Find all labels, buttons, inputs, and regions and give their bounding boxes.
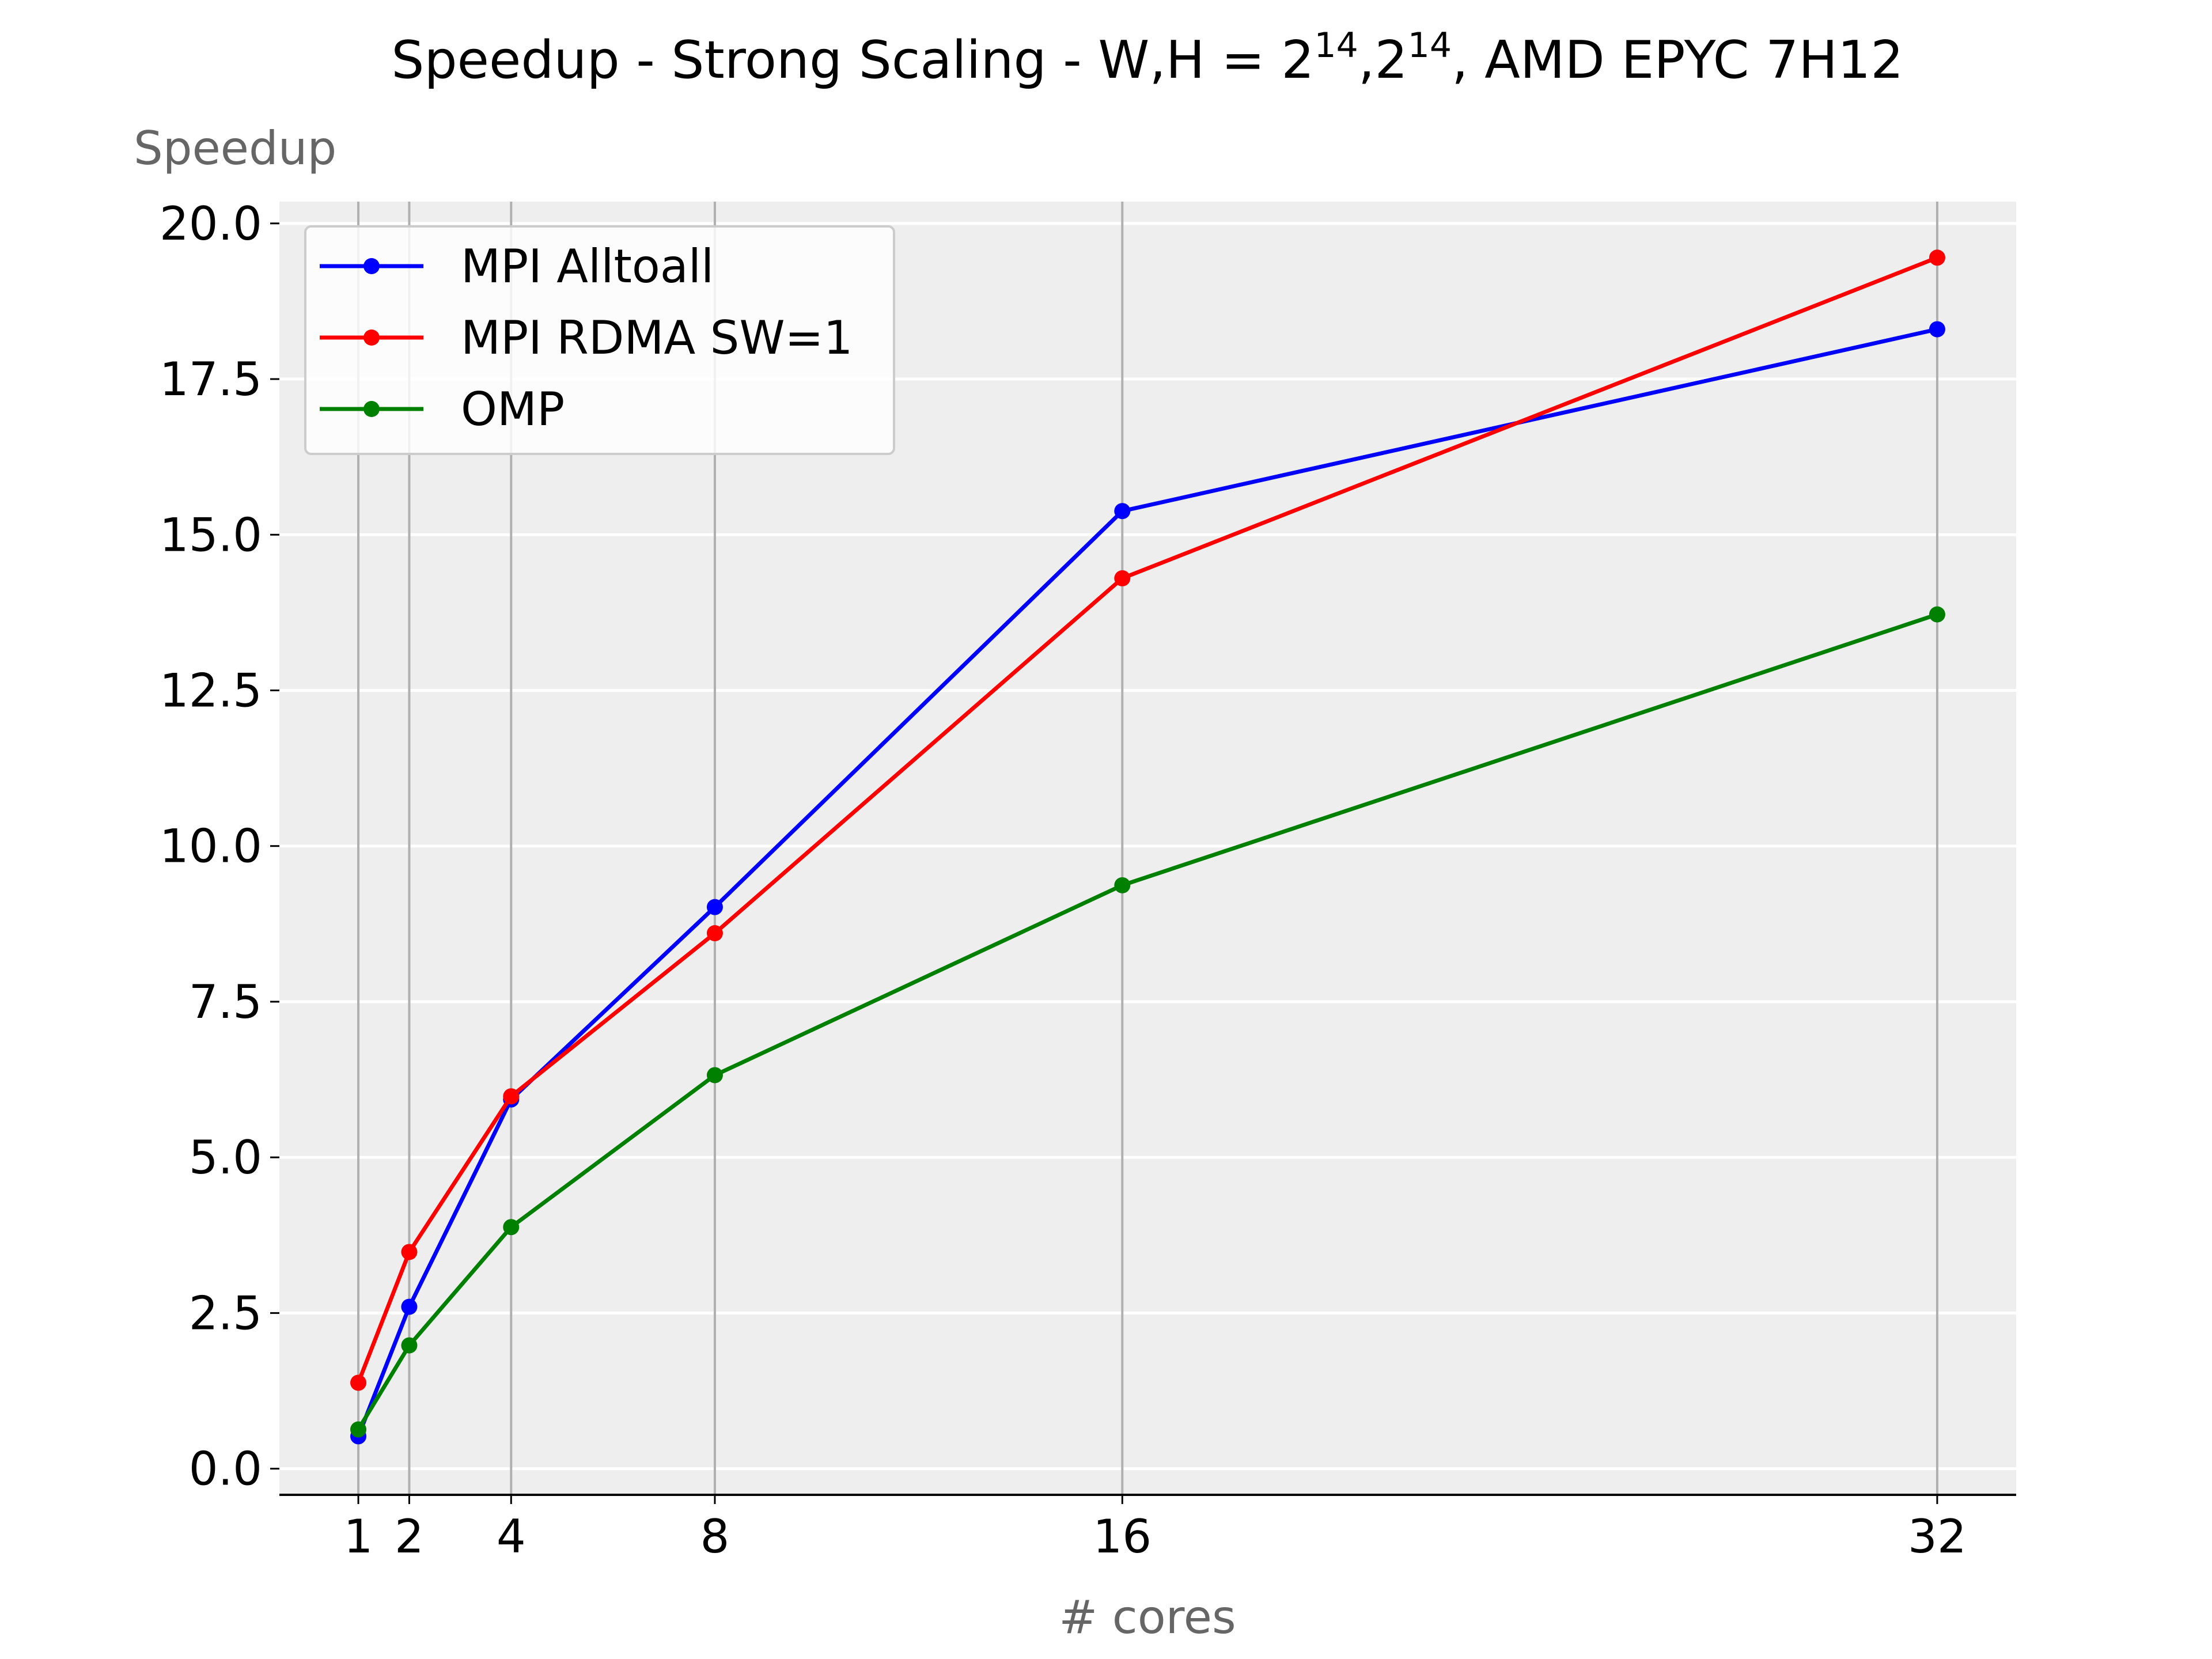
data-point-omp xyxy=(706,1067,723,1084)
series-mpi-rdma-sw-1 xyxy=(350,249,1945,1391)
legend-label-mpi-rdma-sw-1: MPI RDMA SW=1 xyxy=(461,311,853,365)
y-axis-label: Speedup xyxy=(134,122,336,175)
data-point-omp xyxy=(401,1337,418,1354)
data-point-omp xyxy=(350,1421,367,1438)
y-tick-label: 15.0 xyxy=(160,508,262,562)
x-tick-label: 16 xyxy=(1093,1510,1152,1563)
legend: MPI Alltoall MPI RDMA SW=1 OMP xyxy=(304,225,895,455)
y-tick-label: 12.5 xyxy=(160,664,262,717)
data-point-mpi-rdma-sw-1 xyxy=(503,1088,520,1105)
legend-marker-mpi-alltoall xyxy=(363,258,380,274)
x-tick-label: 2 xyxy=(395,1510,424,1563)
data-point-mpi-rdma-sw-1 xyxy=(401,1244,418,1260)
y-tick-label: 10.0 xyxy=(160,820,262,873)
x-axis-label: # cores xyxy=(1059,1590,1236,1644)
legend-label-mpi-alltoall: MPI Alltoall xyxy=(461,240,714,293)
data-point-mpi-rdma-sw-1 xyxy=(350,1374,367,1391)
data-point-mpi-alltoall xyxy=(1929,321,1945,338)
y-tick-labels: 0.0 2.5 5.0 7.5 10.0 12.5 15.0 17.5 20.0 xyxy=(160,197,279,1496)
x-tick-label: 32 xyxy=(1908,1510,1967,1563)
series-omp xyxy=(350,606,1945,1438)
y-tick-label: 5.0 xyxy=(189,1131,262,1184)
y-tick-label: 7.5 xyxy=(189,975,262,1029)
chart-title: Speedup - Strong Scaling - W,H = 214,214… xyxy=(391,25,1903,90)
data-point-omp xyxy=(1929,606,1945,623)
data-point-omp xyxy=(503,1219,520,1236)
series-line-mpi-alltoall xyxy=(356,327,1938,1437)
data-point-mpi-rdma-sw-1 xyxy=(1929,249,1945,266)
data-point-omp xyxy=(1114,877,1131,893)
data-point-mpi-rdma-sw-1 xyxy=(1114,570,1131,586)
x-tick-label: 1 xyxy=(344,1510,373,1563)
x-tick-label: 8 xyxy=(700,1510,730,1563)
series-layer xyxy=(350,249,1945,1445)
data-point-mpi-rdma-sw-1 xyxy=(706,925,723,942)
data-point-mpi-alltoall xyxy=(1114,503,1131,520)
y-tick-label: 0.0 xyxy=(189,1442,262,1496)
legend-box xyxy=(304,225,895,455)
x-tick-label: 4 xyxy=(497,1510,526,1563)
y-tick-label: 17.5 xyxy=(160,353,262,406)
y-tick-label: 2.5 xyxy=(189,1286,262,1340)
y-tick-label: 20.0 xyxy=(160,197,262,251)
series-line-omp xyxy=(357,612,1938,1431)
series-line-mpi-rdma-sw-1 xyxy=(356,256,1938,1384)
legend-marker-mpi-rdma-sw-1 xyxy=(363,329,380,346)
data-point-mpi-alltoall xyxy=(706,899,723,915)
legend-marker-omp xyxy=(363,401,380,417)
legend-label-omp: OMP xyxy=(461,382,565,436)
data-point-mpi-alltoall xyxy=(401,1298,418,1315)
x-tick-labels: 1 2 4 8 16 32 xyxy=(344,1495,1967,1563)
